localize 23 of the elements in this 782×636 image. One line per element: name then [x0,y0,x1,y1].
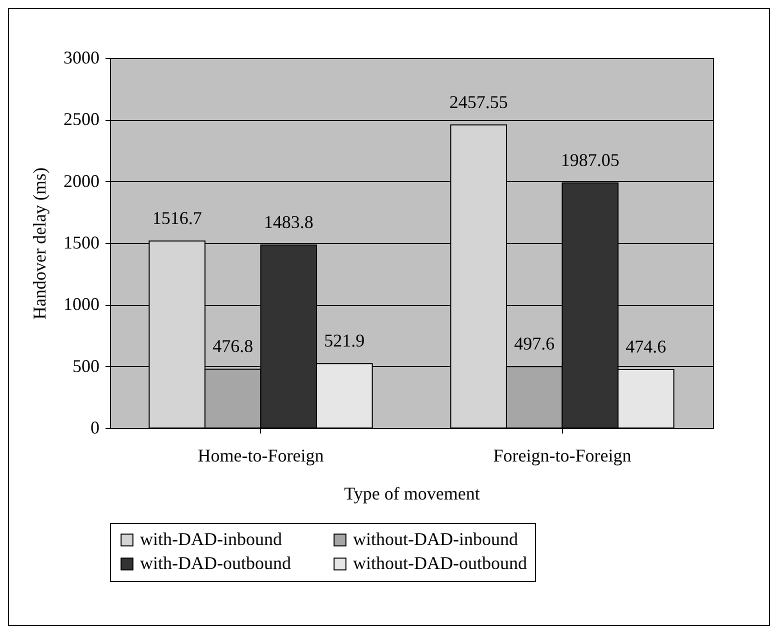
y-tick-label: 1500 [64,232,100,252]
legend-label: without-DAD-inbound [353,529,518,549]
data-label: 521.9 [324,330,365,351]
y-tick-label: 500 [72,356,100,376]
y-axis-title: Handover delay (ms) [30,168,50,320]
y-tick-label: 2500 [64,109,100,130]
data-label: 476.8 [212,336,254,356]
x-axis-title: Type of movement [344,484,480,504]
data-label: 1483.8 [264,212,314,232]
y-tick-label: 3000 [64,48,100,68]
legend-label: without-DAD-outbound [353,553,527,573]
x-tick-label: Foreign-to-Foreign [493,446,632,466]
y-tick-label: 1000 [64,294,100,314]
data-label: 1987.05 [560,150,620,170]
y-tick-label: 0 [90,418,100,438]
legend-label: with-DAD-outbound [140,553,291,573]
data-label: 497.6 [514,334,555,354]
data-label: 2457.55 [449,92,508,112]
x-tick-label: Home-to-Foreign [198,446,324,466]
legend-label: with-DAD-inbound [140,529,282,549]
data-label: 1516.7 [152,208,202,228]
data-label: 474.6 [626,336,666,356]
y-tick-label: 2000 [64,170,100,191]
